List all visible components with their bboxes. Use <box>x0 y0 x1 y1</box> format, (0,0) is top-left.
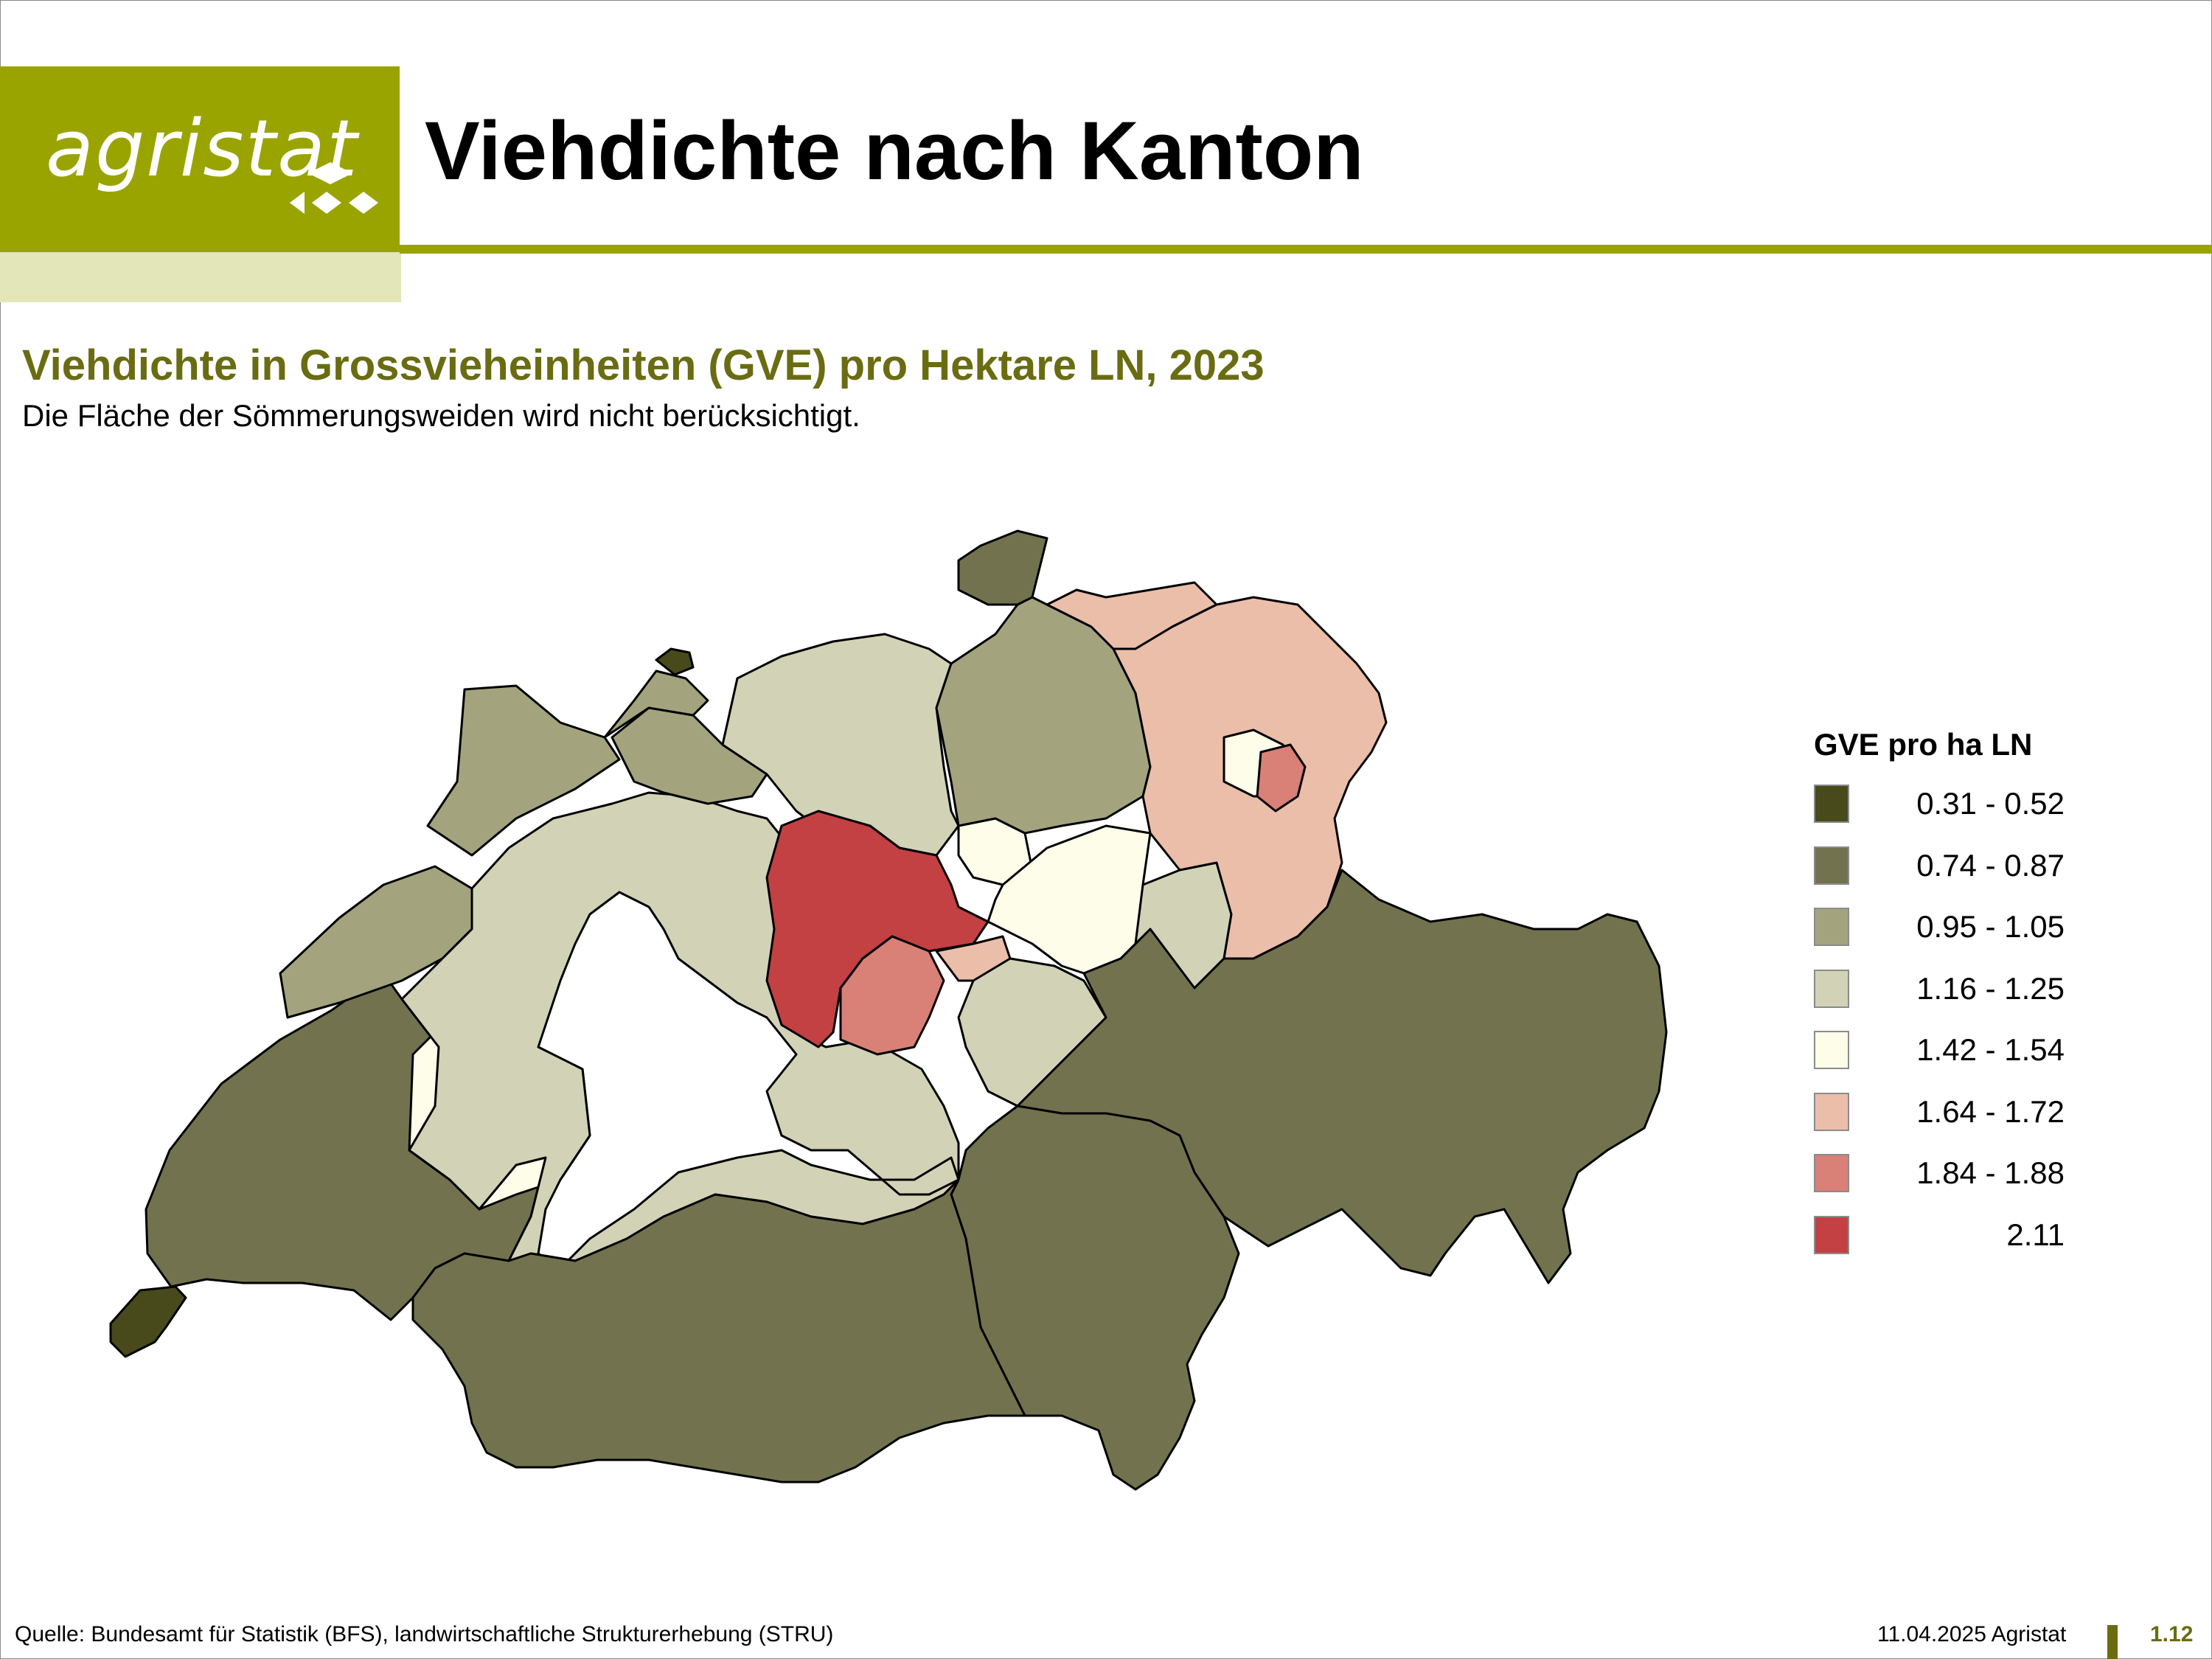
logo-diamond-icon <box>290 162 378 214</box>
map-legend: GVE pro ha LN 0.31 - 0.52 0.74 - 0.87 0.95… <box>1814 727 2079 1277</box>
canton-geneva <box>109 1285 187 1358</box>
header-rule <box>400 245 2212 254</box>
legend-label: 0.95 - 1.05 <box>1916 909 2065 944</box>
legend-label: 1.16 - 1.25 <box>1916 970 2065 1006</box>
legend-swatch <box>1814 969 1849 1008</box>
legend-item: 0.31 - 0.52 <box>1814 785 2079 846</box>
source-note: Quelle: Bundesamt für Statistik (BFS), l… <box>15 1622 834 1646</box>
legend-label: 2.11 <box>2006 1217 2065 1252</box>
agristat-logo <box>0 66 400 252</box>
legend-swatch <box>1814 846 1849 885</box>
legend-item: 0.74 - 0.87 <box>1814 846 2079 908</box>
canton-basel-stadt <box>655 647 695 676</box>
legend-label: 1.42 - 1.54 <box>1916 1032 2065 1067</box>
legend-swatch <box>1814 1154 1849 1192</box>
legend-item: 1.84 - 1.88 <box>1814 1154 2079 1216</box>
legend-item: 1.16 - 1.25 <box>1814 969 2079 1032</box>
footer-divider <box>2107 1625 2118 1659</box>
legend-item: 1.42 - 1.54 <box>1814 1031 2079 1093</box>
canton-schaffhausen <box>957 529 1048 606</box>
legend-label: 1.64 - 1.72 <box>1916 1093 2065 1129</box>
legend-swatch <box>1814 785 1849 823</box>
legend-swatch <box>1814 1031 1849 1069</box>
legend-swatch <box>1814 908 1849 946</box>
legend-swatch <box>1814 1092 1849 1131</box>
legend-label: 1.84 - 1.88 <box>1916 1155 2065 1190</box>
logo-accent-bar <box>0 252 401 302</box>
logo-wordmark: agristat <box>46 103 359 194</box>
legend-item: 0.95 - 1.05 <box>1814 908 2079 970</box>
legend-title: GVE pro ha LN <box>1814 727 2033 762</box>
page-title: Viehdichte nach Kanton <box>425 105 1364 197</box>
legend-item: 1.64 - 1.72 <box>1814 1092 2079 1155</box>
canton-valais <box>411 1178 1026 1484</box>
legend-label: 0.74 - 0.87 <box>1916 847 2065 883</box>
canton-basel-landschaft <box>603 669 709 739</box>
footer-date: 11.04.2025 Agristat <box>1877 1622 2067 1646</box>
legend-item: 2.11 <box>1814 1215 2079 1278</box>
map-subtitle: Viehdichte in Grossvieheinheiten (GVE) p… <box>22 341 1265 389</box>
page-number: 1.12 <box>2150 1622 2194 1646</box>
legend-label: 0.31 - 0.52 <box>1916 786 2065 821</box>
canton-appenzell-ir <box>1256 743 1307 813</box>
legend-swatch <box>1814 1215 1849 1254</box>
canton-obwalden <box>839 935 945 1056</box>
map-note: Die Fläche der Sömmerungsweiden wird nic… <box>22 398 860 433</box>
